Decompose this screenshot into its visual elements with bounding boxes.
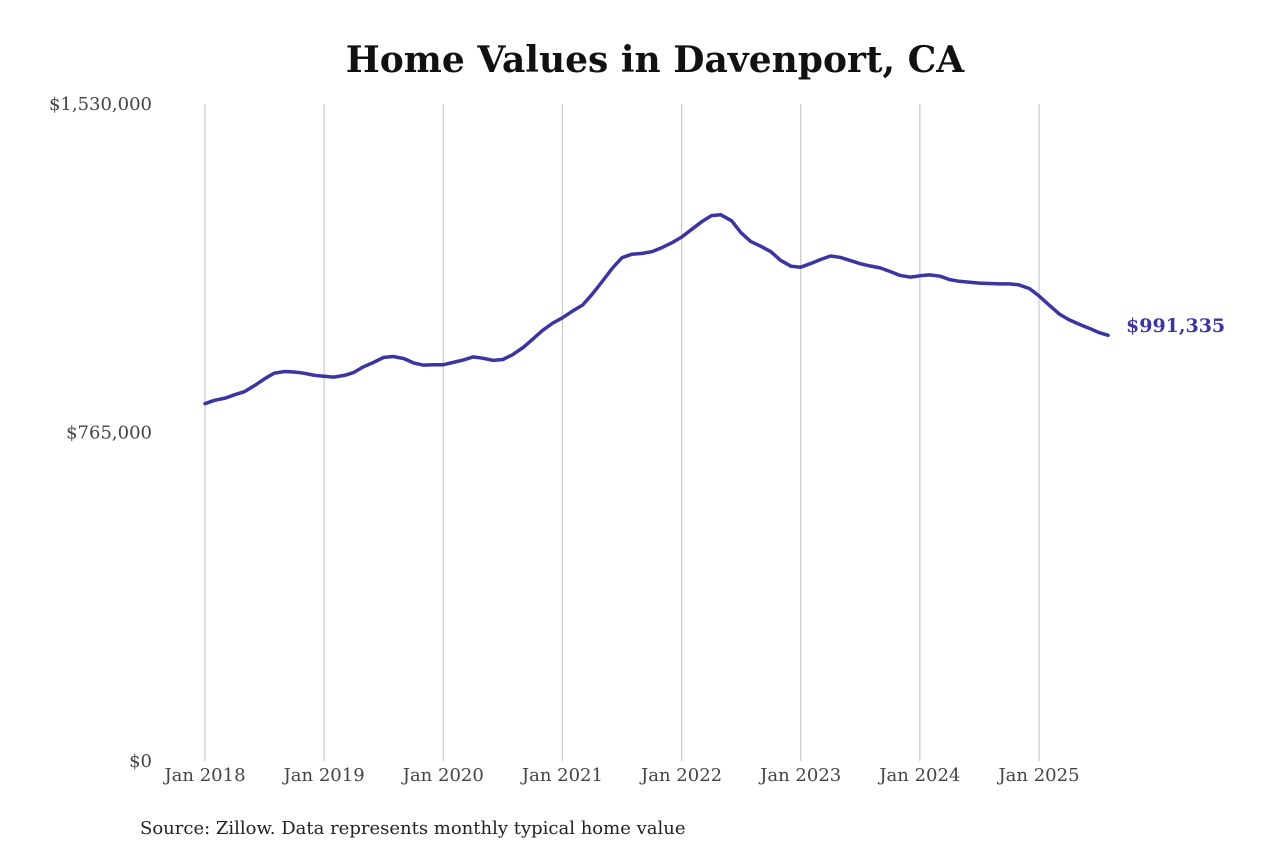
- x-tick-label: Jan 2020: [401, 765, 484, 786]
- y-tick-label: $0: [129, 751, 152, 772]
- end-value-label: $991,335: [1126, 315, 1225, 337]
- source-note: Source: Zillow. Data represents monthly …: [140, 818, 686, 839]
- x-tick-label: Jan 2025: [996, 765, 1079, 786]
- y-axis-tick-labels: $0 $765,000 $1,530,000: [49, 94, 152, 772]
- y-tick-label: $765,000: [66, 423, 152, 444]
- x-tick-label: Jan 2018: [162, 765, 245, 786]
- x-tick-label: Jan 2022: [639, 765, 722, 786]
- gridlines: [204, 104, 1040, 761]
- x-tick-label: Jan 2024: [877, 765, 960, 786]
- x-axis-tick-labels: Jan 2018 Jan 2019 Jan 2020 Jan 2021 Jan 2022…: [162, 765, 1079, 786]
- x-tick-label: Jan 2021: [520, 765, 603, 786]
- y-tick-label: $1,530,000: [49, 94, 152, 115]
- x-tick-label: Jan 2023: [758, 765, 841, 786]
- chart-title: Home Values in Davenport, CA: [346, 39, 965, 81]
- x-tick-label: Jan 2019: [282, 765, 365, 786]
- series-line: [203, 213, 1110, 406]
